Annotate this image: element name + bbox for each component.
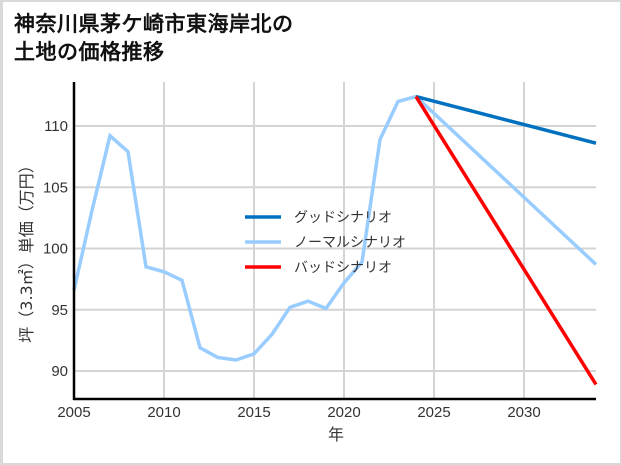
x-tick-label: 2005 [57, 404, 90, 421]
chart-title: 神奈川県茅ケ崎市東海岸北の 土地の価格推移 [14, 12, 294, 64]
y-tick-label: 110 [44, 118, 68, 135]
x-axis-label: 年 [328, 425, 344, 444]
y-tick-label: 105 [43, 179, 68, 196]
x-tick-label: 2025 [417, 404, 450, 421]
y-tick-label: 100 [43, 241, 68, 258]
legend-label: バッドシナリオ [294, 260, 392, 276]
legend-label: グッドシナリオ [294, 210, 392, 226]
series-line-0 [415, 94, 597, 145]
y-tick-label: 90 [51, 363, 68, 380]
data-series [72, 94, 598, 386]
y-axis-label: 坪（3.3㎡）単価（万円） [17, 157, 36, 342]
legend-label: ノーマルシナリオ [294, 235, 406, 251]
series-line-2 [414, 95, 598, 386]
x-tick-label: 2015 [237, 404, 270, 421]
y-tick-label: 95 [51, 302, 68, 319]
axes [72, 82, 596, 401]
x-tick-label: 2010 [147, 404, 180, 421]
x-tick-label: 2020 [327, 404, 360, 421]
tick-labels: 2005 2010 2015 2020 2025 2030 90 95 100 105 110 [43, 118, 541, 421]
x-tick-label: 2030 [507, 404, 540, 421]
series-line-1 [72, 94, 598, 362]
